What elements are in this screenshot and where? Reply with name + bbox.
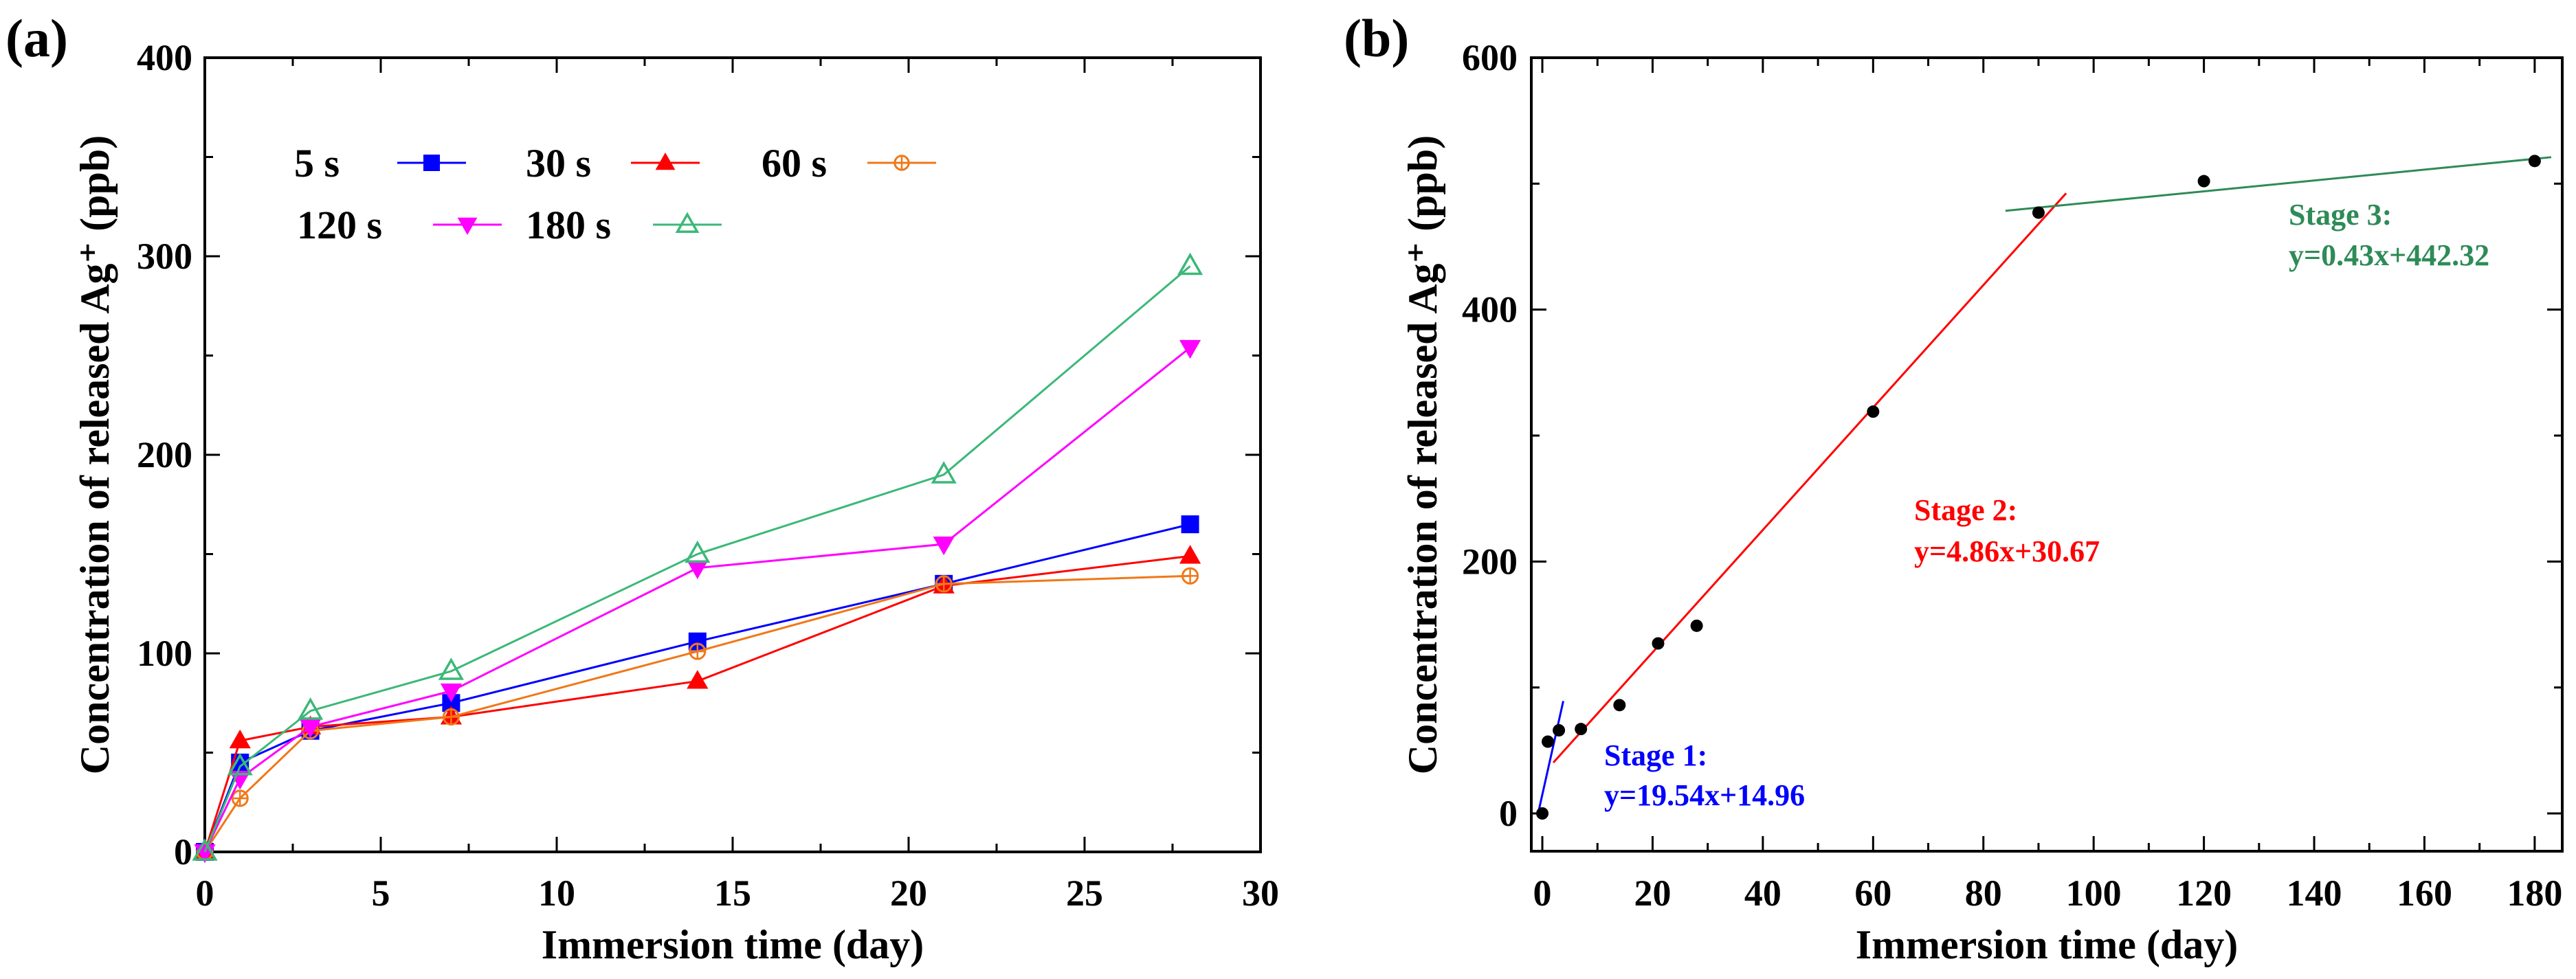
data-point (1553, 724, 1566, 736)
x-tick-label: 20 (1634, 873, 1671, 914)
panel-b: (b) 0 20 40 60 80 100 120 140 160 180 0 … (1344, 8, 2564, 967)
data-point-180s (297, 697, 324, 720)
y-tick-labels-a: 0 100 200 300 400 (137, 37, 192, 873)
panel-label-b: (b) (1344, 8, 1409, 68)
x-tick-label: 60 (1854, 873, 1891, 914)
data-point (1652, 637, 1665, 650)
data-point-180s (1177, 252, 1203, 275)
data-point-120s (933, 537, 955, 556)
y-tick-label: 200 (137, 434, 192, 475)
legend-label: 180 s (526, 203, 611, 247)
data-point-30s (229, 729, 251, 749)
data-point-180s (931, 461, 957, 484)
data-point-120s (229, 771, 251, 790)
data-point-30s (1179, 545, 1201, 564)
data-point-180s (192, 838, 218, 861)
fit-line-stage-3 (2005, 156, 2552, 212)
panel-a: (a) 0 5 10 15 20 25 30 0 100 200 300 400… (5, 8, 1279, 967)
x-tick-labels-b: 0 20 40 60 80 100 120 140 160 180 (1533, 873, 2563, 914)
x-tick-label: 0 (196, 873, 214, 914)
y-tick-label: 300 (137, 236, 192, 277)
data-point-180s (438, 657, 465, 680)
data-point-120s (1179, 339, 1201, 359)
data-point-180s (685, 540, 711, 563)
panel-label-a: (a) (5, 8, 68, 68)
data-point-180s (227, 752, 253, 776)
data-point (1867, 405, 1880, 418)
series-a (192, 252, 1203, 864)
fit-line-stage-2 (1552, 192, 2067, 763)
legend-label: 5 s (294, 141, 340, 185)
legend-marker-30s (655, 153, 676, 170)
y-tick-label: 100 (137, 633, 192, 674)
axis-ticks-a (203, 56, 1262, 853)
x-tick-label: 120 (2176, 873, 2232, 914)
stage-2-title: Stage 2: (1914, 493, 2017, 527)
x-tick-label: 100 (2066, 873, 2122, 914)
data-point-5s (1181, 515, 1199, 534)
data-point (1542, 735, 1555, 748)
legend-samples-a (397, 153, 936, 235)
x-tick-label: 160 (2397, 873, 2452, 914)
x-tick-label: 180 (2507, 873, 2562, 914)
y-tick-label: 400 (1462, 289, 1518, 330)
legend-a: 5 s 30 s 60 s 120 s 180 s (294, 141, 936, 247)
data-point (2197, 175, 2210, 188)
legend-marker-120s (457, 217, 478, 235)
y-axis-label-b: Concentration of released Ag⁺ (ppb) (1400, 135, 1445, 775)
x-tick-label: 15 (714, 873, 751, 914)
y-axis-label-a: Concentration of released Ag⁺ (ppb) (72, 135, 118, 775)
data-point (1613, 699, 1626, 712)
stage-2-equation: y=4.86x+30.67 (1914, 534, 2100, 568)
data-point (2032, 206, 2045, 219)
x-tick-label: 80 (1965, 873, 2002, 914)
series-line-30s (203, 554, 1190, 853)
legend-marker-5s (423, 155, 440, 171)
x-tick-label: 10 (538, 873, 575, 914)
x-tick-label: 30 (1242, 873, 1279, 914)
y-tick-label: 0 (174, 831, 192, 873)
plot-frame-a (203, 56, 1262, 853)
x-tick-label: 5 (372, 873, 390, 914)
data-point (1690, 619, 1703, 632)
legend-label: 60 s (762, 141, 827, 185)
legend-label: 30 s (526, 141, 591, 185)
data-point-120s (440, 683, 462, 703)
y-tick-label: 0 (1499, 793, 1518, 834)
x-tick-label: 140 (2287, 873, 2342, 914)
fit-annotations-b: Stage 1: y=19.54x+14.96 Stage 2: y=4.86x… (1604, 198, 2489, 812)
data-point (1536, 807, 1549, 820)
stage-3-title: Stage 3: (2289, 198, 2392, 232)
data-point-120s (300, 719, 322, 739)
data-point-30s (687, 670, 709, 689)
data-points-b (1536, 155, 2541, 820)
legend-label: 120 s (297, 203, 382, 247)
x-tick-label: 40 (1744, 873, 1781, 914)
data-point (2528, 155, 2541, 168)
data-point-120s (687, 560, 709, 579)
series-line-60s (203, 574, 1190, 853)
x-tick-label: 25 (1066, 873, 1103, 914)
stage-3-equation: y=0.43x+442.32 (2289, 238, 2489, 272)
stage-1-equation: y=19.54x+14.96 (1604, 778, 1805, 812)
fit-line-stage-1 (1537, 701, 1564, 815)
y-tick-label: 200 (1462, 541, 1518, 582)
y-tick-label: 400 (137, 37, 192, 78)
plot-frame-b (1530, 56, 2564, 853)
series-line-180s (203, 265, 1191, 853)
data-point (1575, 723, 1588, 736)
x-tick-label: 0 (1533, 873, 1552, 914)
series-line-120s (203, 346, 1191, 853)
x-tick-label: 20 (890, 873, 927, 914)
legend-marker-180s (675, 212, 700, 233)
x-axis-label-b: Immersion time (day) (1856, 922, 2239, 967)
stage-1-title: Stage 1: (1604, 739, 1707, 772)
x-axis-label-a: Immersion time (day) (542, 922, 924, 967)
x-tick-labels-a: 0 5 10 15 20 25 30 (196, 873, 1280, 914)
axis-ticks-b (1531, 56, 2562, 851)
y-tick-label: 600 (1462, 37, 1518, 78)
y-tick-labels-b: 0 200 400 600 (1462, 37, 1518, 834)
fit-lines-b (1537, 156, 2552, 815)
